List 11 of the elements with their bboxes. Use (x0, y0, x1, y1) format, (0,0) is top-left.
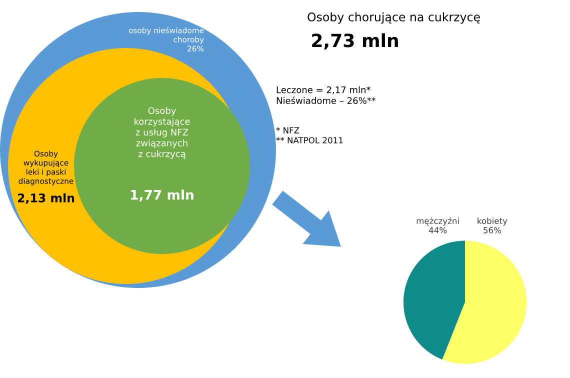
text: 2,73 mln (312, 33, 398, 50)
text: * NFZ ** NATPOL 2011 (276, 127, 343, 144)
text: 1,77 mln (131, 190, 194, 202)
data-label: 56% (484, 227, 502, 234)
text: 2,13 mln (18, 193, 74, 204)
text: Leczone = 2,17 mln* Nieświadome – 26%** (276, 86, 376, 104)
slice-label: kobiety (478, 218, 508, 226)
text: Osoby chorujące na cukrzycę (308, 12, 480, 24)
text: Osoby korzystające z usług NFZ związanych z cukrzycą (134, 107, 190, 159)
slice-label: mężczyźni (416, 217, 459, 226)
data-label: 44% (428, 227, 447, 234)
